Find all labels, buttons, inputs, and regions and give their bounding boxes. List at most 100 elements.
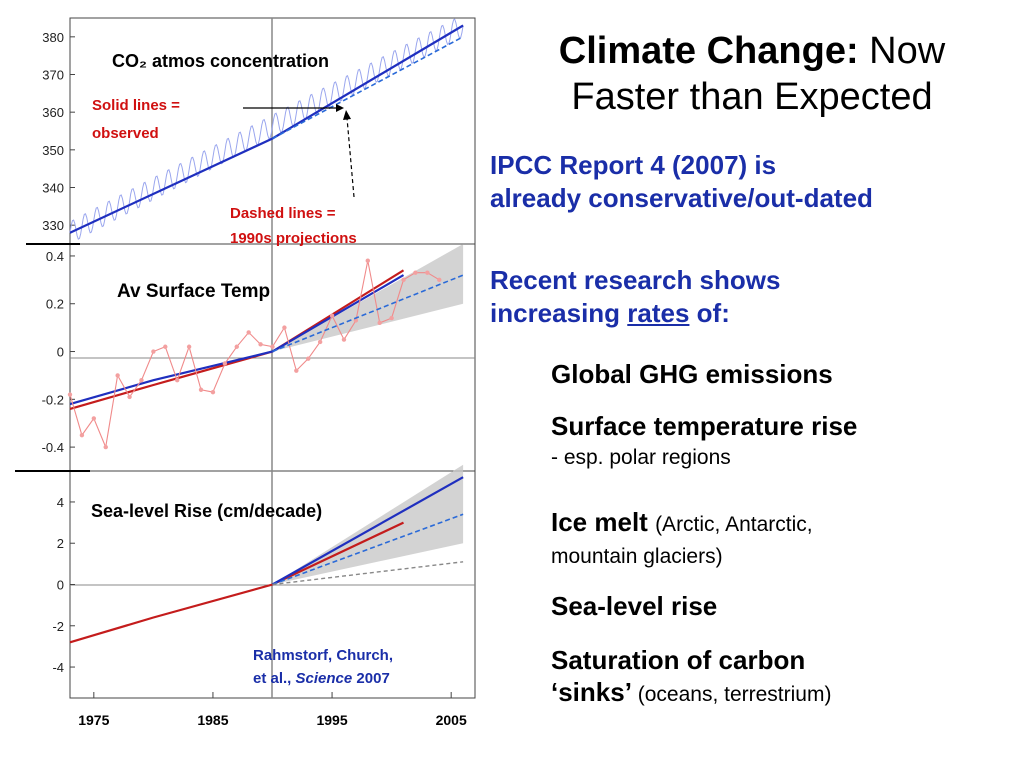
recent-line1: Recent research shows (490, 265, 781, 295)
annual-point (175, 378, 180, 383)
annual-point (377, 320, 382, 326)
co2-title: CO₂ atmos concentration (112, 51, 329, 71)
series-observed-trend-red (69, 269, 405, 410)
item-carbon-sinks-sub: (oceans, terrestrium) (637, 683, 832, 706)
ipcc-line2: already conservative/out-dated (490, 183, 873, 213)
sea-title: Sea-level Rise (cm/decade) (91, 501, 322, 521)
annual-point (115, 373, 120, 378)
y-tick-label: 0 (57, 345, 64, 360)
annual-point (425, 270, 430, 275)
co2-seasonal-series (69, 18, 464, 240)
y-tick-label: 4 (57, 495, 64, 510)
item-surface-temp: Surface temperature rise - esp. polar re… (551, 410, 857, 474)
y-tick-label: -2 (52, 619, 64, 634)
annual-point (163, 344, 168, 349)
charts-svg: 330 340 350 360 370 380 0.4 0.2 0 -0.2 -0.4 4 2 0 -2… (15, 17, 476, 728)
y-tick-label: 0.2 (46, 297, 64, 312)
annual-point (270, 344, 275, 349)
annual-point (306, 356, 311, 361)
item-sea-level: Sea-level rise (551, 591, 718, 621)
annual-point (341, 337, 347, 342)
annual-point (401, 277, 406, 283)
y-tick-label: 340 (42, 181, 64, 196)
solid-arrowhead (336, 104, 344, 112)
title-line2: Faster than Expected (571, 76, 933, 118)
series-observed-trend-blue (69, 274, 405, 406)
x-tick-label: 1985 (197, 712, 228, 728)
title-bold: Climate Change: (558, 30, 859, 72)
x-tick-label: 1975 (78, 712, 109, 728)
annual-point (186, 344, 192, 349)
annual-point (79, 432, 85, 438)
y-tick-label: 370 (42, 68, 64, 83)
annual-point (389, 315, 394, 321)
annual-point (365, 258, 370, 263)
annual-point (282, 325, 287, 330)
series-projection (272, 274, 464, 353)
ipcc-line1: IPCC Report 4 (2007) is (490, 150, 777, 180)
temp-title: Av Surface Temp (117, 281, 270, 302)
y-tick-label: 380 (42, 30, 64, 45)
y-tick-label: -0.2 (42, 392, 64, 407)
annual-point (294, 368, 299, 373)
recent-heading: Recent research shows increasing rates o… (490, 264, 780, 330)
y-tick-label: 350 (42, 143, 64, 158)
y-tick-label: -4 (52, 660, 64, 675)
annual-point (151, 349, 156, 354)
y-tick-label: -0.4 (42, 440, 64, 455)
title-now: Now (869, 30, 946, 72)
annual-point (246, 330, 251, 335)
x-tick-label: 2005 (436, 712, 467, 728)
temp-panel: 0.4 0.2 0 -0.2 -0.4 (42, 244, 464, 455)
slide-title: Climate Change: Now Faster than Expected (492, 28, 1012, 120)
series-observed-annual (69, 260, 440, 450)
co2-panel: 330 340 350 360 370 380 (42, 18, 464, 240)
series-projection-gray (272, 561, 464, 586)
series-observed-trend-red (69, 521, 404, 644)
annual-point (234, 344, 239, 349)
uncertainty-band (272, 464, 464, 585)
annual-point (139, 378, 144, 383)
item-ice-melt-sub: (Arctic, Antarctic, (655, 513, 813, 536)
annual-point (103, 444, 108, 450)
annotation-dashed-1: Dashed lines = (230, 205, 336, 222)
sea-panel: 4 2 0 -2 -4 (52, 464, 464, 675)
annual-point (437, 277, 442, 283)
recent-line2: increasing rates of: (490, 298, 730, 328)
item-ghg: Global GHG emissions (551, 359, 833, 389)
dashed-arrow (346, 117, 355, 198)
annotation-solid-2: observed (92, 125, 159, 142)
x-tick-label: 1995 (316, 712, 347, 728)
climate-charts: 330 340 350 360 370 380 0.4 0.2 0 -0.2 -0.4 4 2 0 -2… (0, 0, 480, 740)
series-projection (272, 513, 464, 586)
y-tick-label: 0.4 (46, 249, 64, 264)
series-projection (272, 36, 464, 140)
annual-point (317, 339, 323, 345)
annual-point (222, 361, 228, 366)
dashed-arrowhead (343, 110, 351, 120)
annual-point (329, 313, 335, 318)
annotation-solid-1: Solid lines = (92, 97, 180, 114)
citation-line1: Rahmstorf, Church, (253, 647, 393, 664)
item-surface-temp-sub: - esp. polar regions (551, 446, 731, 469)
y-tick-label: 360 (42, 105, 64, 120)
annual-point (258, 342, 263, 347)
y-tick-label: 330 (42, 218, 64, 233)
citation-line2: et al., Science 2007 (253, 670, 390, 687)
annotation-dashed-2: 1990s projections (230, 230, 357, 247)
annual-point (127, 394, 132, 400)
annual-point (198, 387, 204, 392)
x-axis-ticks: 1975 1985 1995 2005 (78, 692, 467, 728)
y-tick-label: 0 (57, 578, 64, 593)
ipcc-heading: IPCC Report 4 (2007) is already conserva… (490, 149, 873, 215)
item-ice-melt: Ice melt (Arctic, Antarctic, mountain gl… (551, 506, 813, 573)
item-carbon-sinks: Saturation of carbon ‘sinks’ (oceans, te… (551, 645, 832, 707)
series-observed-trend-blue (271, 476, 464, 586)
annual-point (210, 389, 216, 395)
annual-point (91, 416, 97, 421)
item-ice-melt-sub2: mountain glaciers) (551, 545, 723, 568)
y-tick-label: 2 (57, 536, 64, 551)
annual-point (67, 392, 73, 397)
rates-underlined: rates (627, 298, 690, 328)
annual-point (413, 270, 418, 275)
